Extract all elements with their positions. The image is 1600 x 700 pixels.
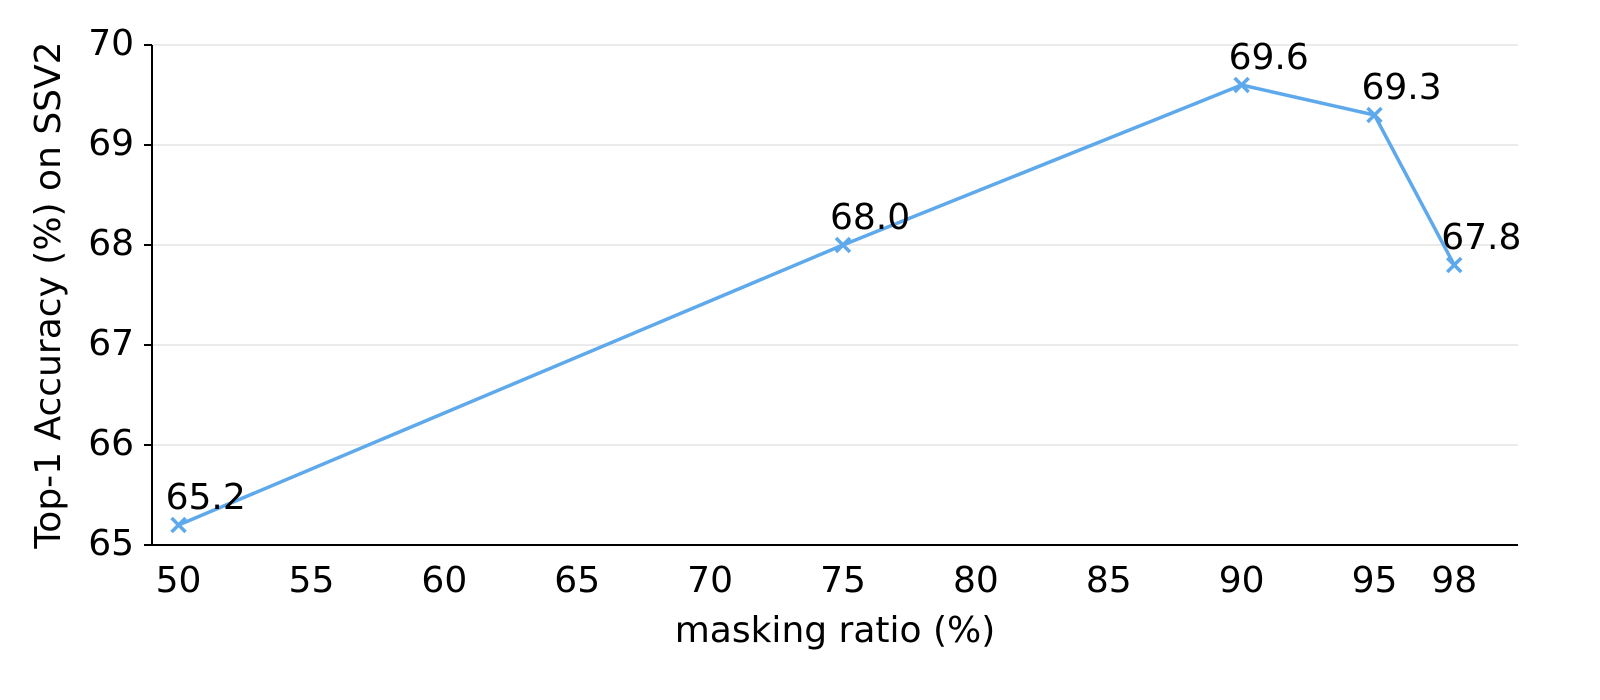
x-tick-label: 50 — [156, 560, 202, 601]
x-tick-label: 70 — [687, 560, 733, 601]
marker — [1233, 76, 1250, 94]
y-tick-label: 65 — [88, 523, 134, 564]
data-label: 69.3 — [1361, 67, 1441, 108]
data-label: 67.8 — [1441, 217, 1521, 258]
x-tick-label: 75 — [820, 560, 866, 601]
x-tick-label: 85 — [1086, 560, 1132, 601]
x-tick-label: 80 — [953, 560, 999, 601]
x-tick-label: 60 — [421, 560, 467, 601]
x-tick-label: 95 — [1352, 560, 1398, 601]
x-axis-label: masking ratio (%) — [675, 610, 996, 651]
y-tick-label: 69 — [88, 123, 134, 164]
x-tick-label: 90 — [1219, 560, 1265, 601]
x-tick-label: 55 — [289, 560, 335, 601]
y-axis-label: Top-1 Accuracy (%) on SSV2 — [28, 41, 69, 549]
marker — [170, 516, 187, 534]
x-tick-label: 65 — [554, 560, 600, 601]
y-tick-label: 70 — [88, 23, 134, 64]
marker — [1445, 256, 1463, 274]
marker — [1366, 106, 1383, 124]
data-label: 68.0 — [830, 197, 910, 238]
y-tick-label: 66 — [88, 423, 134, 464]
x-tick-label: 98 — [1431, 560, 1477, 601]
data-label: 65.2 — [166, 477, 246, 518]
data-label: 69.6 — [1229, 37, 1309, 78]
y-tick-label: 67 — [88, 323, 134, 364]
marker — [834, 236, 852, 254]
line — [177, 83, 1456, 527]
y-tick-label: 68 — [88, 223, 134, 264]
